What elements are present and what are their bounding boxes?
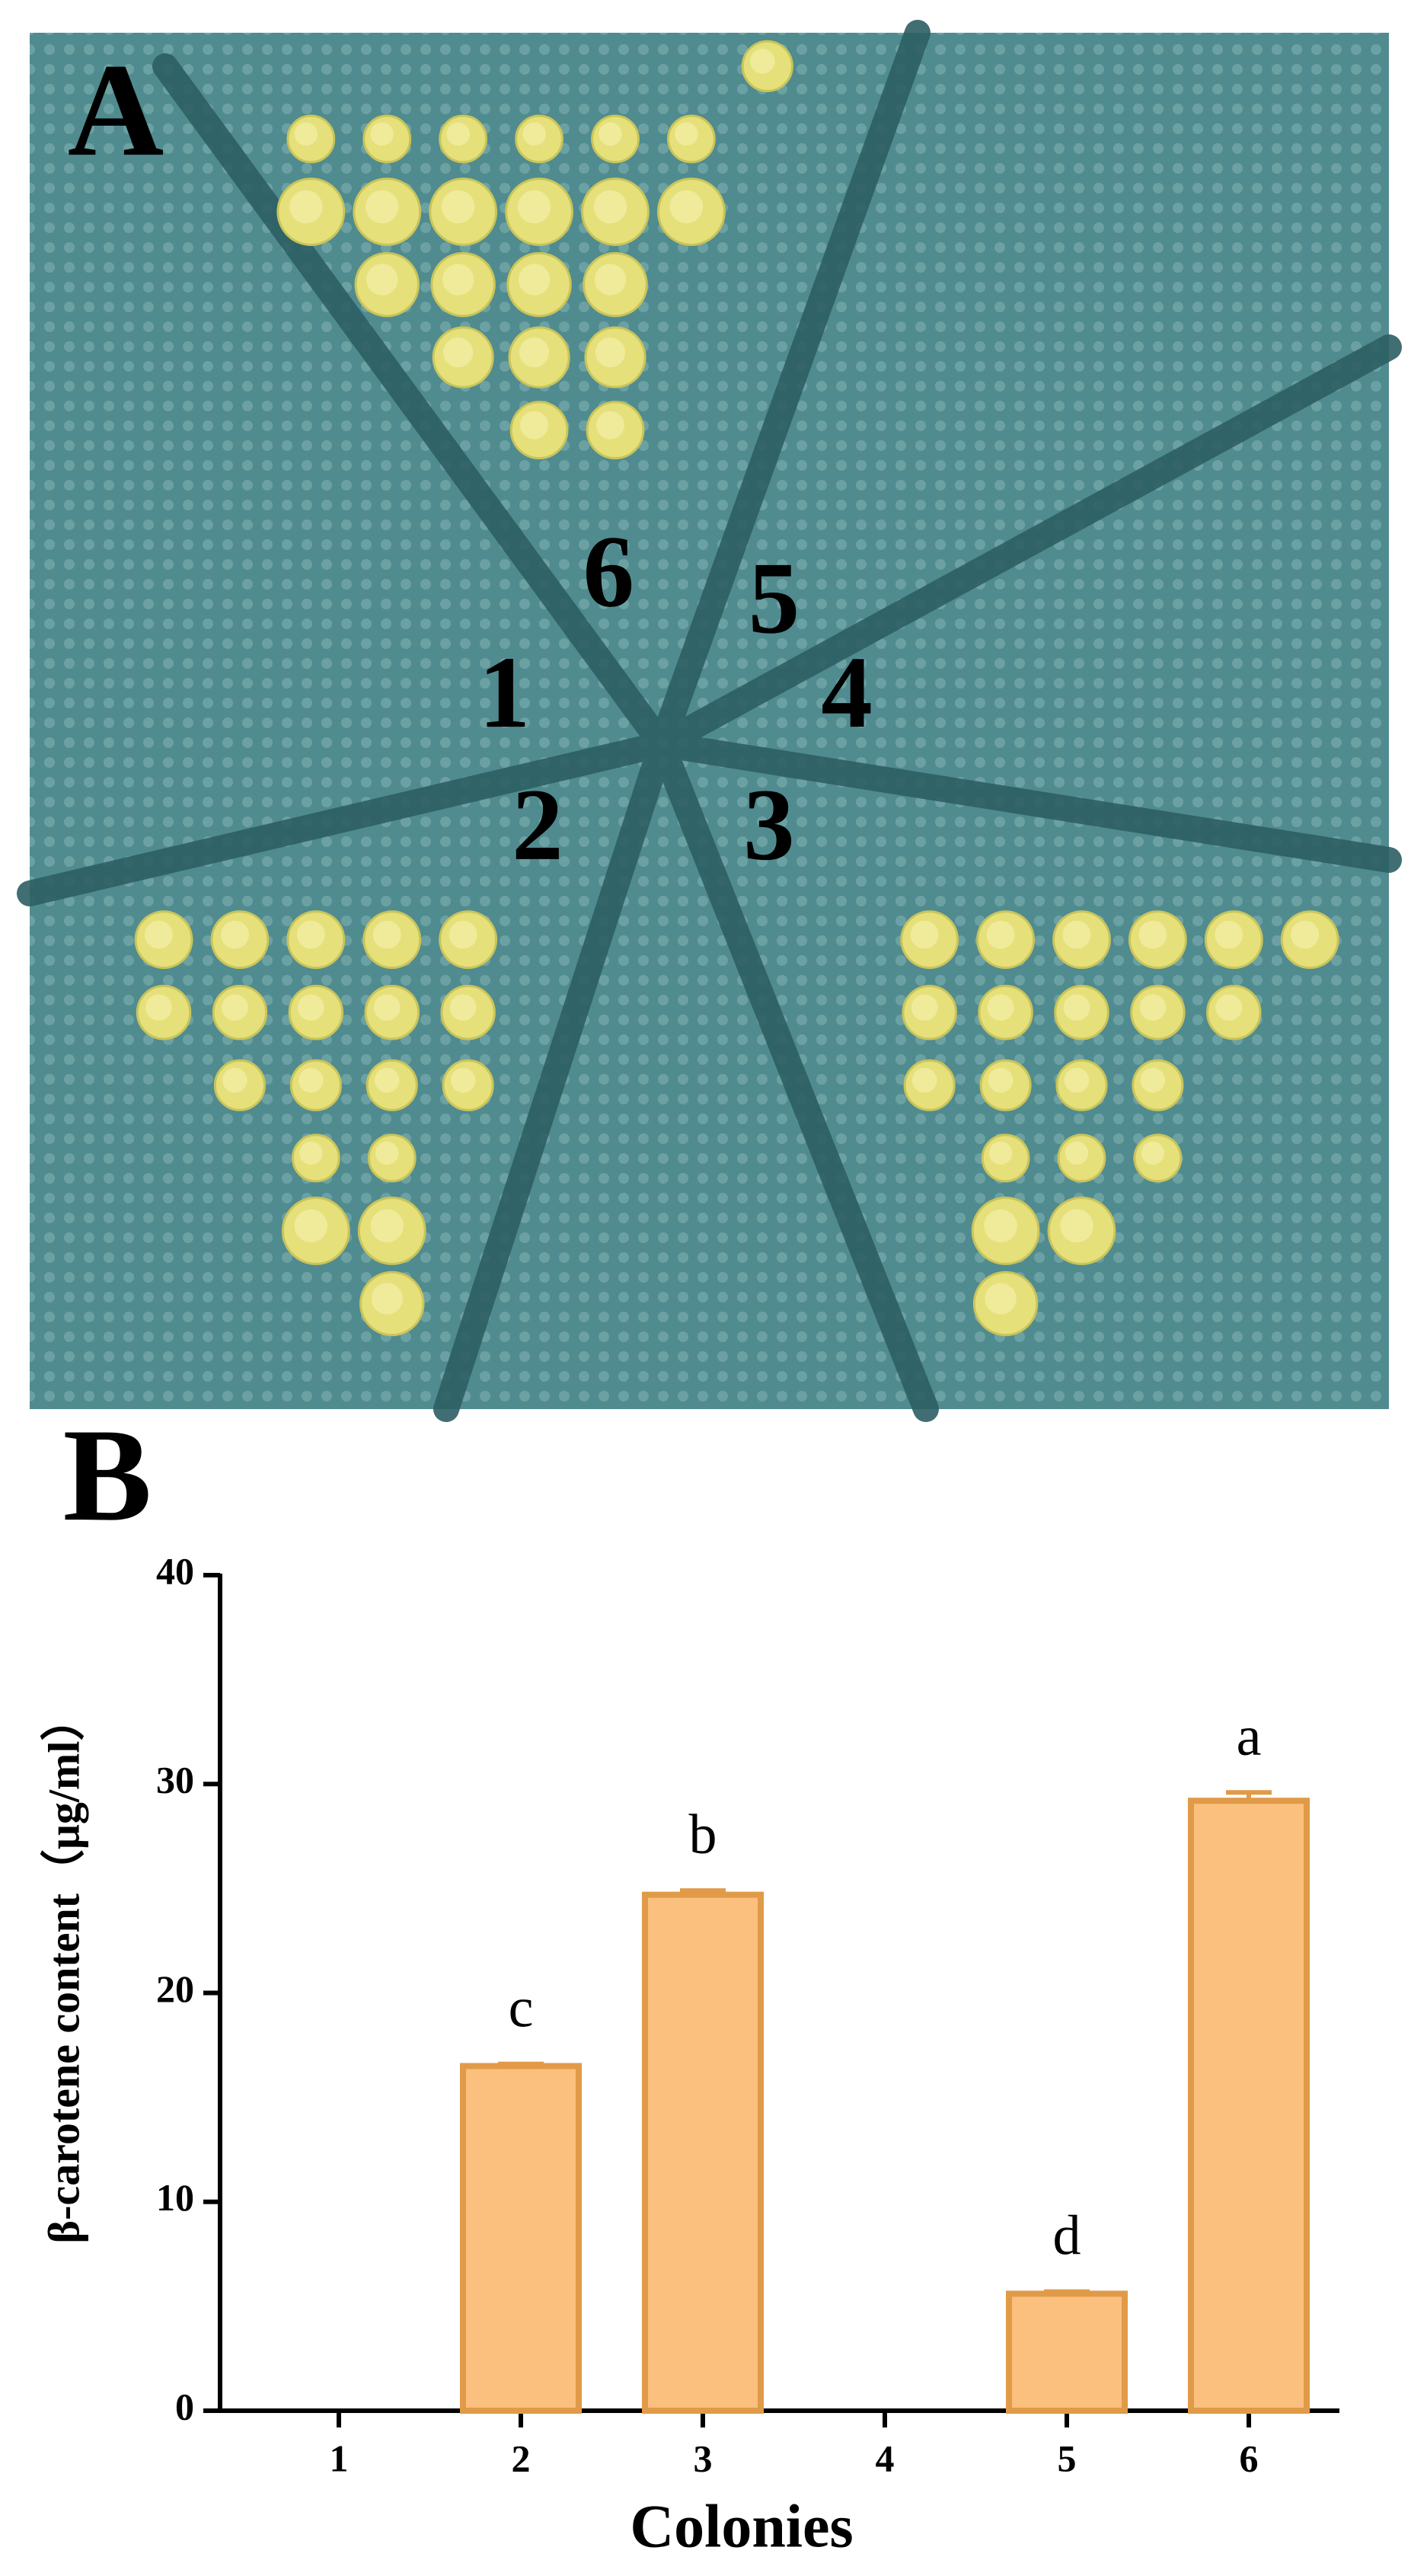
sector-label: 5: [749, 542, 800, 655]
sector-label: 3: [743, 769, 795, 882]
colony-highlight: [449, 920, 477, 949]
colony-highlight: [911, 994, 938, 1021]
panel-label: A: [68, 36, 164, 184]
colony-highlight: [370, 1209, 404, 1243]
colony-highlight: [1060, 1209, 1093, 1243]
x-axis-title: Colonies: [630, 2493, 853, 2560]
colony-highlight: [520, 411, 549, 439]
colony-highlight: [986, 920, 1015, 949]
x-tick-label: 5: [1058, 2437, 1077, 2479]
y-tick-label: 30: [156, 1759, 194, 1801]
bar: [642, 1891, 764, 2415]
colony-highlight: [296, 920, 325, 949]
colony-highlight: [297, 994, 324, 1021]
colony-highlight: [910, 920, 939, 949]
colony-highlight: [518, 264, 551, 296]
colony-highlight: [374, 1068, 400, 1093]
colony-highlight: [289, 190, 323, 224]
colony-highlight: [370, 122, 394, 146]
x-tick-label: 4: [876, 2437, 895, 2479]
colony-highlight: [1215, 920, 1243, 949]
colony-highlight: [1138, 920, 1167, 949]
colony-highlight: [911, 1068, 937, 1093]
colony-highlight: [599, 122, 622, 146]
significance-letter: c: [509, 1977, 534, 2040]
colony-highlight: [1063, 994, 1090, 1021]
colony-highlight: [1064, 1068, 1090, 1093]
chart: 0 10 20 30 40 1 2 c 3 b 4 5 d 6 a Colonies β-carotene co…: [39, 1549, 1339, 2560]
sector-label: 4: [821, 636, 873, 749]
sector-lines: [17, 20, 1402, 1422]
colony-highlight: [372, 920, 401, 949]
bar: [1188, 1798, 1310, 2414]
colony-highlight: [366, 264, 398, 296]
colony-highlight: [446, 122, 470, 146]
x-tick-label: 2: [512, 2437, 531, 2479]
colony-highlight: [988, 1141, 1013, 1165]
colony-highlight: [299, 1141, 323, 1165]
colony-highlight: [222, 1068, 247, 1093]
colony-highlight: [1215, 994, 1243, 1021]
x-tick-label: 1: [330, 2437, 349, 2479]
colony-highlight: [1140, 1068, 1166, 1093]
colony-highlight: [371, 1283, 403, 1315]
colony-highlight: [373, 994, 401, 1021]
sector-label: 2: [512, 769, 563, 882]
colony-highlight: [449, 994, 477, 1021]
colony-highlight: [593, 190, 627, 224]
significance-letter: d: [1053, 2205, 1081, 2268]
colony-highlight: [220, 920, 249, 949]
colony-highlight: [298, 1068, 324, 1093]
colony-highlight: [1291, 920, 1320, 949]
colony-highlight: [441, 190, 475, 224]
bar: [460, 2063, 582, 2415]
bar: [1006, 2290, 1128, 2414]
significance-letter: a: [1237, 1705, 1262, 1768]
colony-highlight: [1065, 1141, 1089, 1165]
panel-label: B: [63, 1401, 152, 1548]
colony-highlight: [145, 920, 173, 949]
colony-highlight: [750, 49, 775, 74]
colony-highlight: [294, 122, 318, 146]
colony-highlight: [1139, 994, 1167, 1021]
sector-label: 1: [479, 636, 531, 749]
colony-highlight: [522, 122, 546, 146]
y-tick-label: 40: [156, 1549, 194, 1592]
y-tick-label: 10: [156, 2176, 194, 2219]
colony-highlight: [985, 1283, 1017, 1315]
colony-highlight: [375, 1141, 399, 1165]
colony-highlight: [984, 1209, 1017, 1243]
colony-highlight: [145, 994, 172, 1021]
y-axis-title: β-carotene content（μg/ml）: [39, 1697, 88, 2244]
colony-highlight: [294, 1209, 328, 1243]
y-tick-label: 0: [175, 2385, 194, 2427]
colony-highlight: [596, 411, 624, 439]
colony-highlight: [595, 337, 626, 368]
colony-highlight: [1141, 1141, 1165, 1165]
x-tick-label: 3: [694, 2437, 713, 2479]
colony-highlight: [594, 264, 627, 296]
colony-highlight: [987, 994, 1014, 1021]
colony-highlight: [519, 337, 550, 368]
significance-letter: b: [689, 1804, 717, 1866]
colony-highlight: [450, 1068, 476, 1093]
colony-highlight: [675, 122, 698, 146]
colony-highlight: [988, 1068, 1014, 1093]
colony-highlight: [442, 264, 474, 296]
x-tick-label: 6: [1240, 2437, 1259, 2479]
y-tick-label: 20: [156, 1967, 194, 2010]
colony-highlight: [366, 190, 399, 224]
colony-highlight: [669, 190, 704, 224]
colony-highlight: [443, 337, 474, 368]
colonies: [134, 40, 1339, 1337]
colony-highlight: [517, 190, 551, 224]
petri-dish-photo: [17, 20, 1402, 1422]
sector-label: 6: [583, 516, 635, 629]
colony-highlight: [1062, 920, 1091, 949]
colony-highlight: [222, 994, 248, 1021]
